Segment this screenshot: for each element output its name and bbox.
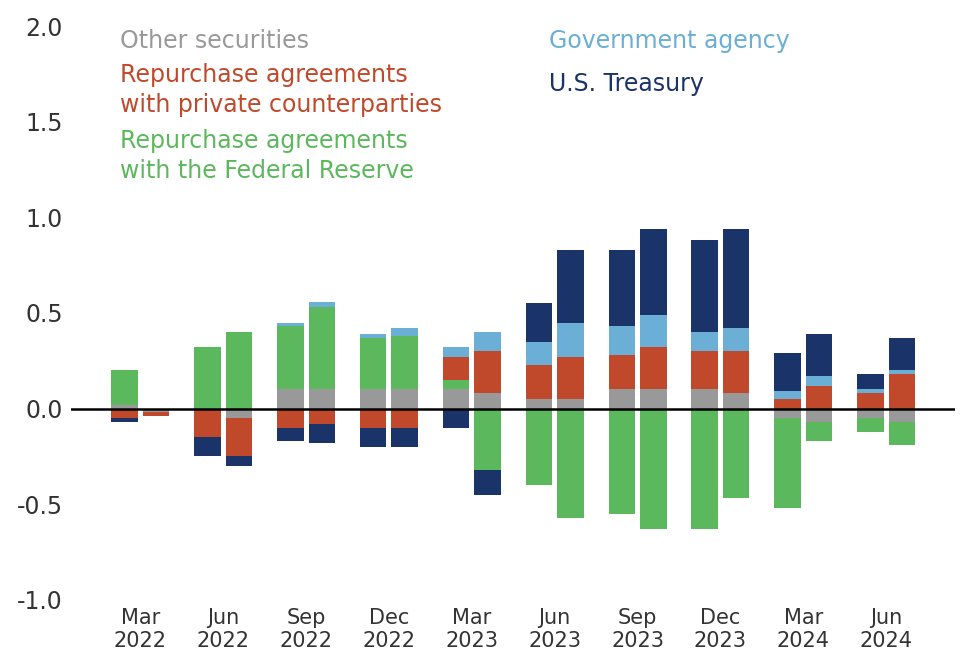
Bar [608, 327, 635, 355]
Bar [806, 409, 832, 422]
Bar [112, 418, 138, 422]
Bar [112, 409, 138, 418]
Bar [806, 334, 832, 376]
Bar [557, 250, 583, 323]
Bar [277, 409, 303, 428]
Bar [557, 357, 583, 399]
Bar [194, 409, 221, 438]
Bar [360, 334, 387, 338]
Bar [474, 332, 501, 351]
Bar [308, 301, 335, 307]
Bar [526, 303, 552, 341]
Bar [277, 389, 303, 409]
Bar [888, 370, 916, 374]
Bar [640, 389, 667, 409]
Bar [226, 409, 252, 418]
Bar [112, 405, 138, 409]
Bar [857, 374, 884, 389]
Bar [775, 399, 801, 409]
Bar [557, 323, 583, 357]
Bar [691, 389, 718, 409]
Text: Repurchase agreements
with the Federal Reserve: Repurchase agreements with the Federal R… [120, 130, 414, 183]
Bar [640, 347, 667, 389]
Bar [474, 393, 501, 409]
Bar [806, 422, 832, 441]
Bar [723, 351, 749, 393]
Bar [691, 409, 718, 529]
Bar [392, 428, 418, 447]
Bar [723, 393, 749, 409]
Bar [392, 389, 418, 409]
Bar [226, 418, 252, 456]
Bar [608, 409, 635, 514]
Bar [194, 438, 221, 456]
Bar [143, 409, 169, 412]
Bar [360, 409, 387, 428]
Bar [691, 332, 718, 351]
Bar [608, 355, 635, 389]
Bar [443, 357, 469, 380]
Bar [857, 393, 884, 409]
Bar [392, 336, 418, 389]
Bar [640, 315, 667, 347]
Bar [608, 389, 635, 409]
Bar [443, 389, 469, 409]
Bar [526, 365, 552, 399]
Bar [723, 328, 749, 351]
Bar [360, 428, 387, 447]
Bar [640, 409, 667, 529]
Bar [775, 409, 801, 418]
Bar [806, 385, 832, 409]
Bar [474, 470, 501, 494]
Bar [194, 347, 221, 409]
Bar [308, 424, 335, 443]
Bar [526, 399, 552, 409]
Bar [360, 338, 387, 389]
Bar [526, 341, 552, 365]
Text: Other securities: Other securities [120, 29, 309, 53]
Bar [392, 328, 418, 336]
Bar [640, 229, 667, 315]
Bar [888, 422, 916, 445]
Bar [557, 399, 583, 409]
Bar [691, 351, 718, 389]
Bar [226, 456, 252, 466]
Bar [226, 332, 252, 409]
Bar [308, 389, 335, 409]
Bar [888, 374, 916, 409]
Bar [775, 391, 801, 399]
Text: Government agency: Government agency [548, 29, 789, 53]
Bar [112, 370, 138, 405]
Bar [691, 240, 718, 332]
Bar [723, 409, 749, 498]
Bar [857, 418, 884, 432]
Bar [723, 229, 749, 328]
Bar [474, 351, 501, 393]
Text: Repurchase agreements
with private counterparties: Repurchase agreements with private count… [120, 63, 441, 117]
Bar [277, 428, 303, 441]
Bar [443, 409, 469, 428]
Bar [277, 327, 303, 389]
Bar [143, 412, 169, 416]
Bar [474, 409, 501, 470]
Text: U.S. Treasury: U.S. Treasury [548, 72, 704, 96]
Bar [775, 353, 801, 391]
Bar [857, 389, 884, 393]
Bar [308, 409, 335, 424]
Bar [443, 380, 469, 389]
Bar [775, 418, 801, 508]
Bar [888, 338, 916, 370]
Bar [308, 307, 335, 389]
Bar [392, 409, 418, 428]
Bar [806, 376, 832, 385]
Bar [526, 409, 552, 485]
Bar [888, 409, 916, 422]
Bar [443, 347, 469, 357]
Bar [608, 250, 635, 327]
Bar [277, 323, 303, 327]
Bar [557, 409, 583, 518]
Bar [857, 409, 884, 418]
Bar [360, 389, 387, 409]
